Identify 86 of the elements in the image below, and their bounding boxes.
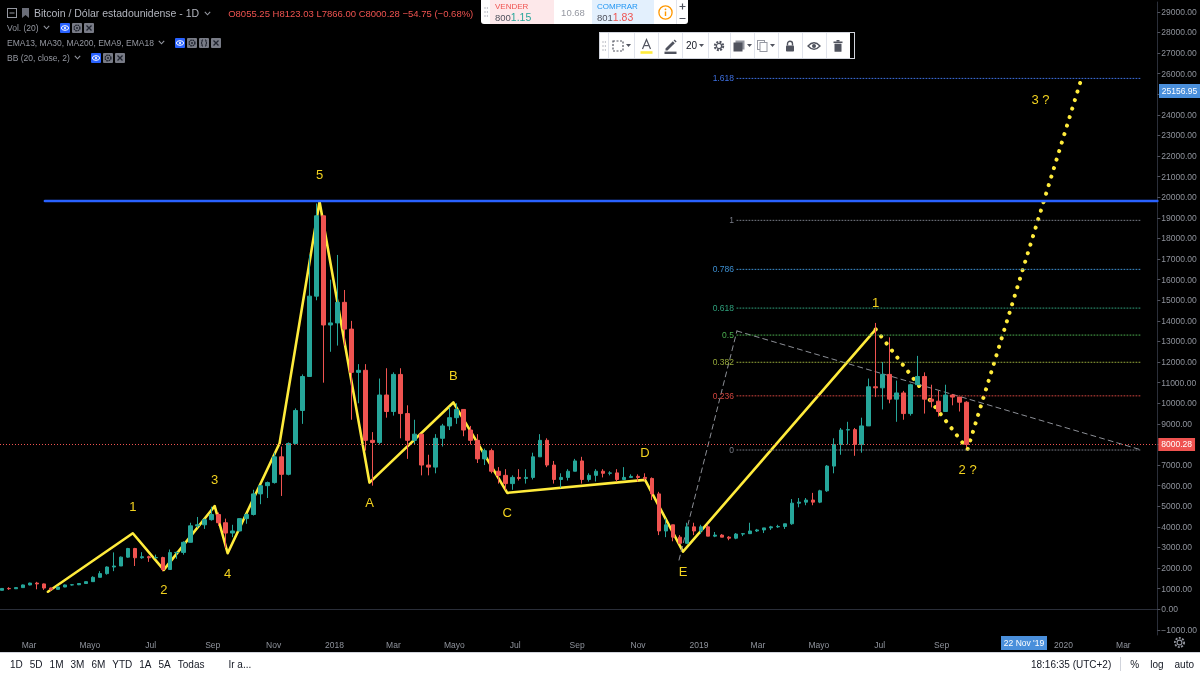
size-dropdown: 20 [682, 33, 708, 58]
bottom-toolbar: 1D 5D 1M 3M 6M YTD 1A 5A Todas Ir a... 18:16:35 (UTC+2) % log auto [0, 652, 1200, 675]
x-tick-label: 2020 [1053, 639, 1074, 650]
y-tick-label: 7000.00 [1161, 460, 1193, 471]
series-label: 0 [729, 445, 735, 456]
x-tick-label: Mayo [808, 639, 830, 650]
annotation: 8011.83 [597, 11, 635, 23]
annotation: 25156.95 [1161, 86, 1198, 97]
annotation: C [502, 505, 512, 521]
x-tick-label: Jul [145, 639, 157, 650]
y-tick-label: 16000.00 [1161, 274, 1198, 285]
y-tick-label: 11000.00 [1161, 377, 1197, 388]
y-tick-label: 3000.00 [1161, 542, 1193, 553]
y-tick-label: 28000.00 [1161, 27, 1198, 38]
x-tick-label: Nov [630, 639, 647, 650]
date-tag: 22 Nov '19 [1001, 636, 1047, 650]
y-tick-label: 27000.00 [1161, 48, 1198, 59]
x-tick-label: Mar [750, 639, 766, 650]
series-label: 0.236 [712, 390, 735, 401]
y-tick-label: 23000.00 [1161, 130, 1198, 141]
y-tick-label: 22000.00 [1161, 151, 1198, 162]
x-tick-label: Mayo [79, 639, 101, 650]
ref-line-label: 8000.28 [1161, 439, 1193, 450]
y-tick-label: 12000.00 [1161, 357, 1198, 368]
y-tick-label: 10000.00 [1161, 398, 1198, 409]
series-label: 1.618 [712, 73, 735, 84]
annotation: COMPRAR [597, 2, 639, 12]
y-tick-label: 13000.00 [1161, 336, 1198, 347]
annotation: 3 ? [1031, 92, 1050, 108]
annotation: 10.68 [560, 5, 586, 20]
x-tick-label: Sep [569, 639, 585, 650]
x-tick-label: Mar [386, 639, 401, 650]
x-tick-label: Jul [509, 639, 521, 650]
y-tick-label: 14000.00 [1161, 315, 1198, 326]
y-tick-label: 21000.00 [1161, 171, 1198, 182]
y-tick-label: −1000.00 [1161, 624, 1198, 635]
x-tick-label: Sep [934, 639, 950, 650]
annotation: 4 [224, 565, 232, 581]
x-tick-label: 2018 [325, 639, 345, 650]
series-label: 0.382 [712, 357, 735, 368]
x-tick-label: Sep [205, 639, 221, 650]
y-tick-label: 5000.00 [1161, 501, 1193, 512]
series-label: 1 [729, 215, 735, 226]
y-tick-label: 24000.00 [1161, 109, 1198, 120]
buy-button: COMPRAR 8011.83 [592, 0, 654, 24]
series-label: 0.5 [722, 330, 735, 341]
sell-button: VENDER 8001.15 [490, 0, 554, 24]
y-tick-label: 2000.00 [1161, 563, 1193, 574]
y-tick-label: 18000.00 [1161, 233, 1198, 244]
annotation: 2 ? [958, 461, 977, 477]
series-label: 0.786 [712, 264, 735, 275]
y-tick-label: 9000.00 [1161, 418, 1193, 429]
annotation: Vol. (20) [7, 22, 39, 33]
y-tick-label: 0.00 [1161, 604, 1179, 615]
y-tick-label: 15000.00 [1161, 295, 1198, 306]
y-tick-label: 4000.00 [1161, 521, 1193, 532]
annotation: 5 [315, 167, 324, 183]
x-tick-label: Nov [266, 639, 282, 650]
annotation: VENDER [495, 2, 530, 12]
y-tick-label: 20000.00 [1161, 192, 1198, 203]
x-tick-label: Mar [21, 639, 37, 650]
y-tick-label: 1000.00 [1161, 583, 1193, 594]
annotation: 1 [129, 498, 137, 514]
text: Bitcoin / Dólar estadounidense - 1D [34, 7, 200, 19]
annotation: A [365, 495, 375, 511]
y-tick-label: 26000.00 [1161, 68, 1198, 79]
series-label: 0.618 [712, 303, 735, 314]
y-tick-label: 29000.00 [1161, 6, 1198, 17]
x-tick-label: Mayo [443, 639, 465, 650]
annotation: 3 [211, 471, 219, 487]
x-tick-label: Jul [874, 639, 886, 650]
y-tick-label: 17000.00 [1161, 254, 1198, 265]
x-tick-label: Mar [1116, 639, 1131, 650]
x-tick-label: 2019 [689, 639, 709, 650]
annotation: 8001.15 [495, 11, 533, 23]
annotation: B [449, 367, 458, 383]
y-tick-label: 19000.00 [1161, 212, 1198, 223]
annotation: 20 [685, 40, 698, 51]
annotation: D [640, 445, 650, 461]
annotation: BB (20, close, 2) [7, 52, 70, 63]
annotation: 1 [872, 294, 880, 310]
text: O8055.25 H8123.03 L7866.00 C8000.28 −54.75 (−0.68%) [228, 7, 474, 19]
annotation: EMA13, MA30, MA200, EMA9, EMA18 [7, 37, 154, 48]
annotation: E [678, 564, 688, 580]
annotation: 2 [160, 582, 168, 598]
y-tick-label: 6000.00 [1161, 480, 1193, 491]
